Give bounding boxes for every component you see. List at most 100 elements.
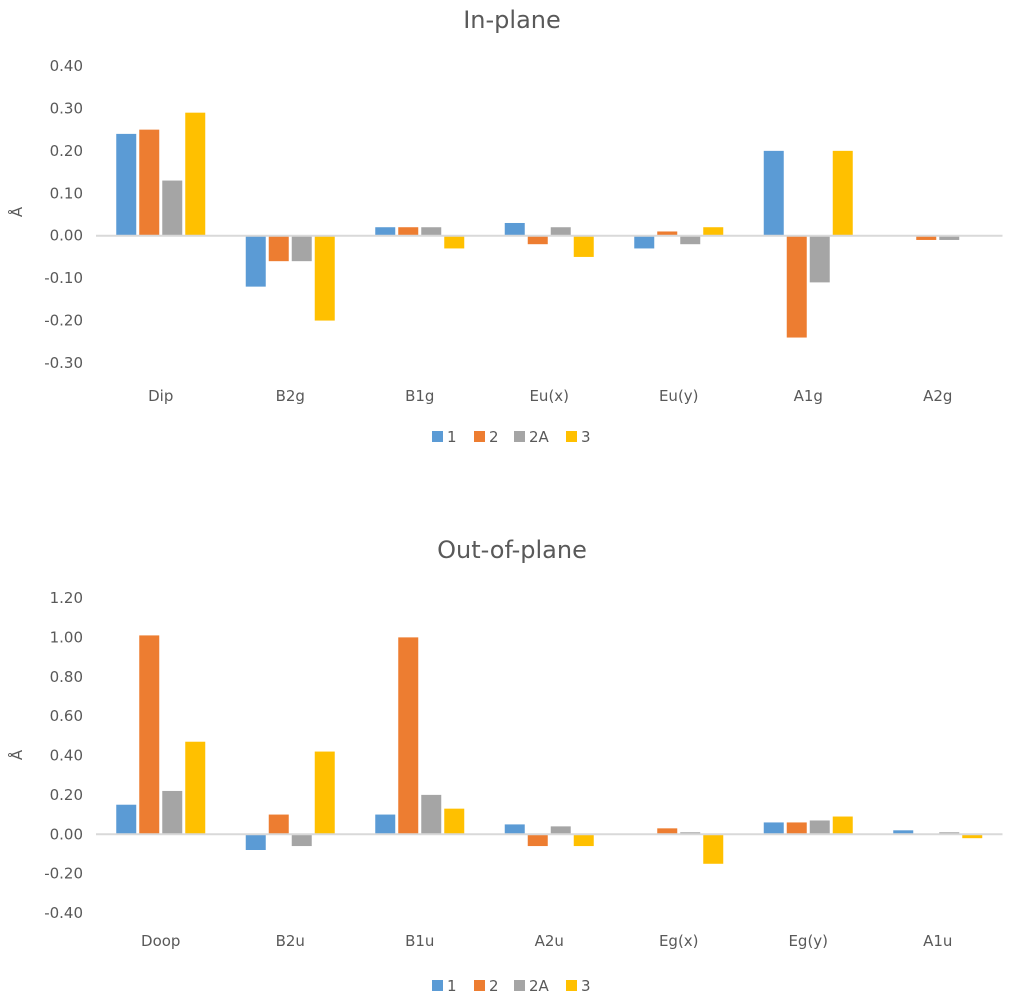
bar-1-A1g — [763, 150, 784, 236]
bar-2A-B1u — [421, 794, 442, 835]
bar-3-Doop — [185, 741, 206, 835]
bar-2A-B2g — [291, 235, 312, 262]
legend-label: 3 — [581, 977, 591, 995]
bar-2-A2u — [527, 834, 548, 847]
y-tick-label: 0.20 — [50, 142, 83, 160]
chart-1: Out-of-plane Å -0.40 -0.20 0.00 0.20 0.40 0.60 0… — [7, 536, 1003, 995]
y-tick-label: 0.00 — [50, 227, 83, 245]
bar-2A-A2u — [550, 826, 571, 835]
bar-1-B2g — [245, 235, 266, 287]
bar-3-B1g — [444, 235, 465, 249]
y-tick-label: -0.20 — [44, 865, 83, 883]
x-tick-label: A1u — [923, 932, 952, 950]
y-tick-label: 0.10 — [50, 184, 83, 202]
x-tick-label: Eg(x) — [659, 932, 699, 950]
bar-3-Eu(y) — [703, 227, 724, 236]
bar-2A-Eu(y) — [680, 235, 701, 245]
x-tick-label: Eu(y) — [659, 387, 699, 405]
legend-swatch-2 — [474, 980, 485, 991]
bar-3-Eu(x) — [573, 235, 594, 257]
bar-2A-B2u — [291, 834, 312, 847]
y-tick-label: 1.00 — [50, 628, 83, 646]
bar-2-Doop — [139, 635, 160, 835]
bar-3-Eg(y) — [832, 816, 853, 835]
x-tick-label: B1u — [405, 932, 434, 950]
y-tick-label: 0.80 — [50, 668, 83, 686]
bar-2A-A1g — [809, 235, 830, 283]
legend-swatch-3 — [566, 980, 577, 991]
bar-3-A1u — [962, 834, 983, 839]
y-tick-label: 0.20 — [50, 786, 83, 804]
legend-label: 2 — [489, 428, 499, 446]
bar-1-Doop — [116, 804, 137, 835]
legend-label: 2 — [489, 977, 499, 995]
bar-3-A2u — [573, 834, 594, 847]
legend-label: 3 — [581, 428, 591, 446]
bar-1-B2u — [245, 834, 266, 850]
x-tick-label: B1g — [405, 387, 434, 405]
bar-2-B1g — [398, 227, 419, 236]
x-tick-label: Eu(x) — [529, 387, 569, 405]
x-tick-label: B2g — [276, 387, 305, 405]
y-axis-label: Å — [7, 749, 26, 760]
bar-1-Eu(x) — [504, 222, 525, 236]
bar-2A-Doop — [162, 790, 183, 835]
y-tick-label: 0.40 — [50, 747, 83, 765]
x-tick-label: Eg(y) — [788, 932, 828, 950]
bar-1-A1u — [893, 830, 914, 835]
bar-2-B2u — [268, 814, 289, 835]
y-axis-label: Å — [7, 206, 26, 217]
bar-2-A2g — [916, 235, 937, 240]
bar-1-Eg(y) — [763, 822, 784, 835]
bar-1-B1g — [375, 227, 396, 236]
legend-swatch-3 — [566, 431, 577, 442]
bar-2A-B1g — [421, 227, 442, 236]
x-tick-label: Doop — [141, 932, 180, 950]
bar-3-Eg(x) — [703, 834, 724, 864]
chart-title: Out-of-plane — [437, 536, 587, 564]
legend-label: 1 — [447, 428, 457, 446]
legend-swatch-2 — [474, 431, 485, 442]
bar-2-B2g — [268, 235, 289, 262]
bar-1-Dip — [116, 133, 137, 236]
legend-swatch-2A — [514, 980, 525, 991]
y-tick-label: 1.20 — [50, 589, 83, 607]
bar-3-B2u — [314, 751, 335, 835]
chart-0: In-plane Å -0.30 -0.20 -0.10 0.00 0.10 0.20 0.30… — [7, 6, 1003, 446]
bar-3-B1u — [444, 808, 465, 835]
bar-2-Eu(y) — [657, 231, 678, 236]
y-tick-label: 0.30 — [50, 99, 83, 117]
y-tick-label: 0.40 — [50, 57, 83, 75]
x-tick-label: A1g — [794, 387, 823, 405]
bar-2A-Dip — [162, 180, 183, 236]
x-tick-label: Dip — [148, 387, 173, 405]
bar-3-B2g — [314, 235, 335, 321]
bar-2-Eu(x) — [527, 235, 548, 245]
y-tick-label: -0.10 — [44, 269, 83, 287]
legend-label: 2A — [529, 977, 550, 995]
bar-2-Eg(x) — [657, 828, 678, 835]
bar-2A-Eu(x) — [550, 227, 571, 236]
bar-1-A2u — [504, 824, 525, 835]
bar-3-A1g — [832, 150, 853, 236]
bar-2-Dip — [139, 129, 160, 236]
bar-1-Eu(y) — [634, 235, 655, 249]
legend-swatch-1 — [432, 980, 443, 991]
bar-2-B1u — [398, 637, 419, 835]
legend-swatch-1 — [432, 431, 443, 442]
y-tick-label: 0.60 — [50, 707, 83, 725]
x-tick-label: A2g — [923, 387, 952, 405]
bar-2-A1g — [786, 235, 807, 338]
bar-2A-Eg(y) — [809, 820, 830, 835]
bar-3-Dip — [185, 112, 206, 236]
bar-2A-A2g — [939, 235, 960, 240]
bar-2-Eg(y) — [786, 822, 807, 835]
bar-1-B1u — [375, 814, 396, 835]
x-tick-label: A2u — [535, 932, 564, 950]
legend-label: 1 — [447, 977, 457, 995]
y-tick-label: 0.00 — [50, 825, 83, 843]
chart-title: In-plane — [463, 6, 561, 34]
legend-swatch-2A — [514, 431, 525, 442]
y-tick-label: -0.40 — [44, 904, 83, 922]
